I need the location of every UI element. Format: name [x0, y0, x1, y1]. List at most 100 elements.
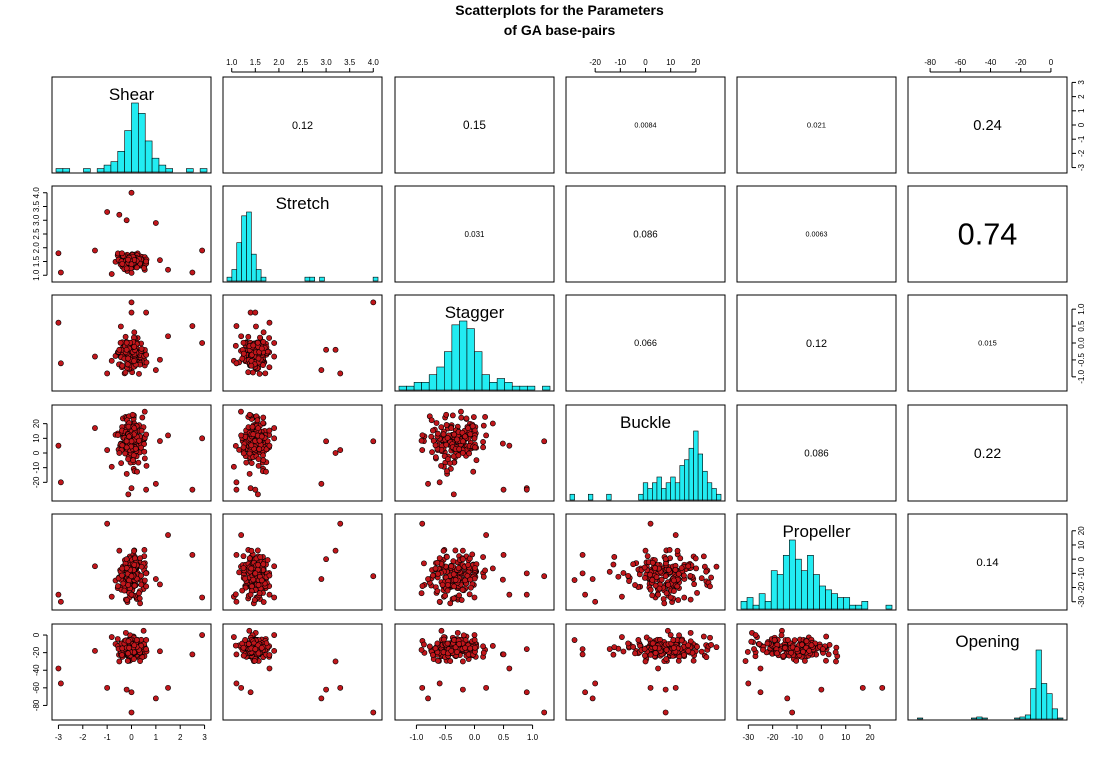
data-point [260, 457, 267, 464]
histogram-bar [428, 374, 438, 391]
data-point [92, 563, 98, 570]
data-point [692, 555, 699, 562]
data-point [123, 565, 130, 571]
data-point [745, 680, 752, 687]
data-point [450, 571, 457, 578]
data-point [655, 665, 661, 672]
data-point [252, 646, 259, 653]
histogram-bar [652, 482, 658, 501]
data-point [104, 447, 111, 453]
tick-label: 0 [129, 733, 134, 742]
data-point [254, 417, 261, 424]
data-point [246, 555, 253, 562]
data-point [130, 452, 137, 459]
histogram-bar [96, 168, 105, 173]
tick-label: -40 [32, 664, 41, 676]
data-point [240, 652, 247, 659]
data-point [257, 334, 263, 341]
data-point [108, 271, 115, 277]
data-point [165, 532, 171, 538]
data-point [459, 556, 466, 563]
histogram-bar [807, 555, 814, 610]
data-point [157, 356, 163, 363]
y-axis-right-shear: -3 -2 -1 0 1 2 3 [1071, 80, 1086, 171]
panel-propeller-vs-opening [907, 513, 1068, 611]
data-point [119, 250, 125, 257]
data-point [467, 584, 474, 591]
data-point [823, 657, 829, 664]
data-point [239, 355, 246, 362]
data-point [663, 656, 670, 662]
data-point [232, 342, 239, 349]
panel-propeller-vs-stretch [222, 513, 383, 611]
data-point [523, 646, 530, 653]
data-point [266, 442, 273, 449]
histogram-bar [413, 382, 422, 391]
tick-label: -20 [1015, 58, 1027, 67]
data-point [128, 269, 135, 276]
data-point [649, 592, 656, 599]
data-point [262, 370, 269, 377]
x-axis-top-stretch: 1.0 1.5 2.0 2.5 3.0 3.5 4.0 [226, 58, 379, 73]
data-point [454, 629, 461, 636]
data-point [246, 411, 253, 418]
data-point [419, 520, 426, 527]
data-point [489, 420, 496, 427]
data-point [242, 637, 249, 643]
panel-frame [907, 294, 1068, 392]
data-point [625, 640, 632, 647]
tick-label: 0.5 [498, 733, 510, 742]
data-point [139, 414, 146, 421]
data-point [430, 572, 436, 579]
data-point [700, 553, 707, 560]
data-point [541, 709, 548, 716]
data-point [713, 563, 720, 570]
data-point [143, 431, 150, 438]
data-point [429, 449, 435, 456]
data-point [541, 438, 548, 445]
data-point [642, 547, 649, 554]
tick-label: 0 [1077, 556, 1086, 561]
data-point [108, 357, 115, 364]
data-point [199, 632, 206, 638]
data-point [242, 575, 249, 582]
data-point [124, 657, 131, 664]
panel-stagger-vs-stagger: Stagger [394, 294, 555, 392]
data-point [143, 637, 150, 643]
histogram-bar [825, 589, 832, 610]
data-point [318, 367, 325, 373]
tick-label: -0.5 [1077, 352, 1086, 366]
data-point [258, 577, 265, 584]
variable-name-shear: Shear [109, 85, 155, 104]
data-point [465, 425, 471, 432]
data-point [690, 657, 697, 664]
data-point [323, 438, 329, 445]
panel-stretch-vs-stretch: Stretch [222, 185, 383, 283]
data-point [480, 554, 486, 560]
data-point [818, 686, 825, 693]
data-point [255, 425, 261, 432]
data-point [647, 571, 653, 578]
tick-label: 2.0 [32, 242, 41, 254]
data-point [370, 709, 377, 716]
data-point [450, 491, 457, 498]
data-point [419, 447, 426, 453]
data-point [610, 651, 617, 658]
data-point [136, 590, 142, 597]
panel-shear-vs-shear: Shear [51, 76, 212, 174]
data-point [672, 566, 679, 573]
data-point [419, 684, 426, 691]
data-point [449, 412, 456, 419]
data-point [794, 646, 800, 653]
data-point [271, 425, 278, 431]
histogram-bar [260, 276, 267, 282]
data-point [879, 684, 886, 691]
data-point [462, 577, 468, 584]
data-point [370, 299, 377, 306]
data-point [123, 265, 130, 272]
data-point [806, 647, 813, 654]
data-point [825, 651, 832, 658]
data-point [434, 588, 441, 594]
histogram-bar [406, 385, 415, 391]
data-point [791, 637, 798, 644]
